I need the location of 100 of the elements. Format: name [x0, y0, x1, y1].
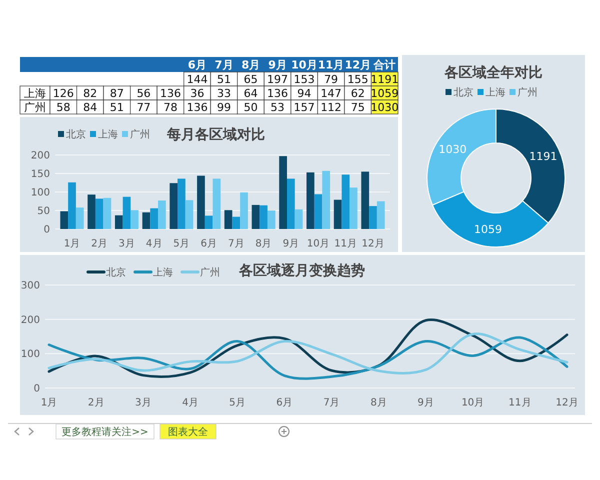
y-tick-label: 150	[30, 169, 50, 180]
bar	[369, 206, 377, 229]
data-label: 155	[347, 72, 368, 86]
data-label: 1191	[370, 72, 399, 86]
data-label: 126	[52, 86, 74, 100]
y-tick-label: 200	[30, 150, 50, 162]
data-label: 94	[297, 86, 312, 100]
bar	[95, 198, 104, 229]
chart-title: 各区域逐月变换趋势	[238, 262, 365, 279]
data-label: 75	[350, 100, 365, 114]
x-tick-label: 4月	[182, 398, 198, 408]
y-tick-label: 广州	[24, 100, 46, 114]
data-label: 1059	[474, 223, 502, 236]
data-label: 1030	[438, 143, 467, 156]
data-label: 1191	[529, 150, 558, 164]
bar	[334, 200, 342, 229]
bar	[142, 212, 150, 229]
bar	[178, 178, 186, 229]
bar	[361, 172, 370, 229]
x-tick-label: 9月	[268, 58, 287, 72]
bar	[114, 215, 123, 229]
bar	[76, 208, 84, 229]
x-tick-label: 2月	[91, 238, 108, 250]
x-tick-label: 12月	[344, 58, 371, 72]
text: 图表大全	[168, 426, 208, 438]
data-label: 144	[186, 72, 208, 86]
data-label: 51	[217, 72, 231, 86]
y-tick-label: 100	[20, 349, 40, 360]
x-tick-label: 1月	[64, 238, 80, 250]
x-tick-label: 10月	[461, 398, 484, 408]
data-label: 87	[110, 86, 124, 100]
legend-label: 广州	[200, 266, 220, 278]
text: 更多教程请关注>>	[62, 426, 148, 438]
legend-label: 上海	[153, 266, 173, 278]
data-label: 51	[110, 100, 124, 114]
bar	[68, 182, 76, 229]
x-tick-label: 8月	[370, 398, 387, 408]
y-tick-label: 50	[37, 206, 50, 217]
data-label: 50	[244, 100, 258, 114]
data-label: 33	[217, 86, 231, 100]
bar	[88, 194, 96, 229]
y-tick-label: 上海	[24, 86, 46, 100]
x-tick-label: 6月	[200, 238, 218, 250]
legend-label: 北京	[106, 266, 126, 278]
x-tick-label: 11月	[334, 238, 358, 250]
data-label: 112	[320, 100, 342, 114]
legend-label: 上海	[98, 128, 118, 140]
x-tick-label: 9月	[282, 238, 300, 250]
bar	[60, 211, 68, 229]
x-tick-label: 12月	[362, 238, 384, 250]
x-tick-label: 1月	[40, 398, 58, 408]
bar	[342, 174, 350, 229]
legend-label: 上海	[486, 86, 506, 98]
data-label: 58	[56, 100, 70, 114]
data-label: 1030	[370, 100, 399, 114]
bar	[158, 200, 166, 229]
x-tick-label: 10月	[291, 58, 318, 72]
data-label: 62	[350, 86, 365, 100]
data-label: 53	[270, 100, 285, 114]
bar	[130, 210, 138, 229]
legend-label: 广州	[130, 128, 150, 140]
bar	[224, 210, 232, 229]
data-label: 82	[83, 86, 98, 100]
bar	[260, 205, 268, 229]
bar	[267, 210, 276, 229]
data-label: 56	[136, 86, 151, 100]
x-tick-label: 5月	[173, 238, 190, 250]
data-label: 197	[267, 72, 288, 86]
x-tick-label: 8月	[241, 58, 260, 72]
x-tick-label: 2月	[88, 398, 104, 408]
x-tick-label: 6月	[188, 58, 207, 72]
data-label: 136	[186, 100, 208, 114]
bar	[185, 200, 194, 229]
bar	[294, 209, 303, 229]
x-tick-label: 7月	[228, 238, 244, 250]
y-tick-label: 0	[34, 384, 40, 394]
x-tick-label: 4月	[146, 238, 162, 250]
data-label: 136	[267, 86, 288, 100]
data-label: 136	[160, 86, 181, 100]
bar	[197, 176, 205, 229]
data-label: 64	[244, 86, 258, 100]
data-label: 84	[83, 100, 98, 114]
bar	[212, 178, 221, 229]
x-tick-label: 7月	[323, 398, 340, 408]
bar	[350, 188, 358, 229]
y-tick-label: 300	[20, 280, 40, 292]
bar	[314, 194, 322, 229]
y-tick-label: 100	[30, 188, 50, 198]
x-tick-label: 11月	[508, 398, 532, 408]
x-tick-label: 9月	[418, 398, 434, 408]
x-tick-label: 10月	[306, 238, 330, 250]
x-tick-label: 8月	[255, 238, 272, 250]
bar	[170, 183, 178, 229]
data-label: 79	[324, 72, 338, 86]
y-tick-label: 200	[20, 314, 40, 326]
data-label: 99	[217, 100, 231, 114]
data-label: 78	[163, 100, 178, 114]
data-label: 153	[294, 72, 315, 86]
bar	[376, 201, 385, 229]
data-label: 147	[320, 86, 342, 100]
